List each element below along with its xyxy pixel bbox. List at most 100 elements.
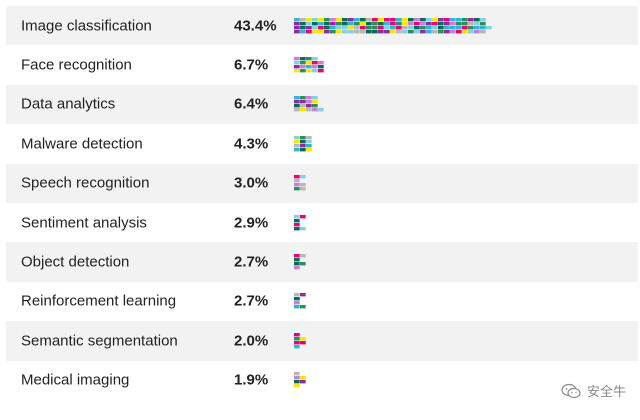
bar-segment [474, 25, 480, 30]
bar-segment [294, 25, 300, 30]
bar-segment [408, 21, 414, 26]
bar-segment [462, 25, 468, 30]
bar-segment [330, 17, 336, 22]
bar-segment [480, 17, 486, 22]
bar-segment [438, 29, 444, 34]
bar-segment [372, 21, 378, 26]
chart-row: Sentiment analysis 2.9% [6, 203, 638, 242]
bar-segment [318, 69, 324, 73]
bar-segment [300, 293, 306, 297]
bar-segment [450, 21, 456, 26]
bar-segment [300, 336, 306, 341]
bar-segment [396, 17, 402, 22]
bar-segment [402, 25, 408, 30]
bar-segment [294, 175, 300, 179]
bar-segment [390, 29, 396, 34]
bar-segment [360, 17, 366, 22]
bar-segment [372, 25, 378, 30]
bar-segment [360, 29, 366, 34]
bar-segment [342, 25, 348, 30]
bar-segment [426, 17, 432, 22]
bar-segment [294, 305, 300, 309]
bar-segment [306, 29, 312, 34]
bar-segment [438, 21, 444, 26]
watermark: 安全牛 [561, 381, 626, 400]
bar-segment [294, 218, 300, 223]
bar-segment [384, 21, 390, 26]
bar-segment [336, 29, 342, 34]
bar-segment [462, 17, 468, 22]
bar-segment [396, 25, 402, 30]
chart-row: Image classification 43.4% [6, 6, 638, 46]
bar-segment [360, 25, 366, 30]
bar-segment [312, 29, 318, 34]
chart-row: Medical imaging 1.9% [6, 361, 638, 400]
bar-segment [300, 65, 306, 69]
chart-row: Reinforcement learning 2.7% [6, 282, 638, 321]
bar-segment [420, 17, 426, 22]
bar [294, 254, 306, 270]
bar-segment [306, 143, 312, 148]
watermark-text: 安全牛 [586, 384, 626, 399]
bar-segment [468, 17, 474, 22]
bar-segment [294, 222, 300, 227]
bar-segment [378, 25, 384, 30]
bar-segment [402, 21, 408, 26]
bar-segment [348, 17, 354, 22]
bar-segment [342, 29, 348, 34]
chart-row: Speech recognition 3.0% [6, 163, 638, 203]
bar-segment [294, 143, 300, 148]
bar-segment [336, 17, 342, 22]
bar-segment [318, 61, 324, 65]
value-label: 2.9% [234, 214, 269, 232]
bar-segment [294, 332, 300, 337]
bar-segment [300, 100, 306, 104]
bar [294, 214, 306, 231]
bar-segment [306, 104, 312, 108]
bar-segment [456, 25, 462, 30]
bar-segment [300, 135, 306, 140]
value-label: 4.3% [234, 135, 269, 153]
bar-segment [300, 187, 306, 191]
bar-segment [456, 21, 462, 26]
category-label: Object detection [21, 253, 130, 271]
bar-segment [318, 17, 324, 22]
bar-segment [312, 21, 318, 26]
bar [294, 332, 306, 349]
bar-segment [300, 305, 306, 309]
bar-segment [294, 254, 300, 258]
bar-segment [294, 376, 300, 380]
bar-segment [342, 17, 348, 22]
bar-segment [294, 340, 300, 345]
bar-segment [330, 29, 336, 34]
bar-segment [294, 183, 300, 187]
bar-segment [294, 104, 300, 108]
bar-segment [318, 25, 324, 30]
bar-segment [330, 21, 336, 26]
bar-segment [462, 21, 468, 26]
bar-segment [312, 25, 318, 30]
bar-segment [306, 139, 312, 144]
bar-segment [414, 25, 420, 30]
bar-segment [300, 376, 306, 380]
bar-segment [402, 29, 408, 34]
bar-segment [402, 17, 408, 22]
bar-chart: Image classification 43.4% Face recognitio… [6, 6, 638, 400]
bar-segment [300, 143, 306, 148]
bar-segment [294, 297, 300, 301]
bar-segment [306, 17, 312, 22]
bar-segment [306, 96, 312, 100]
bar-segment [348, 29, 354, 34]
bar-segment [312, 17, 318, 22]
bar-segment [336, 25, 342, 30]
bar-segment [366, 29, 372, 34]
bar-segment [300, 214, 306, 219]
bar-segment [420, 25, 426, 30]
bar [294, 96, 324, 112]
value-label: 6.7% [234, 56, 269, 74]
bar-segment [408, 25, 414, 30]
bar-segment [294, 187, 300, 191]
bar-segment [294, 147, 300, 152]
bar-segment [420, 21, 426, 26]
bar-segment [300, 340, 306, 345]
